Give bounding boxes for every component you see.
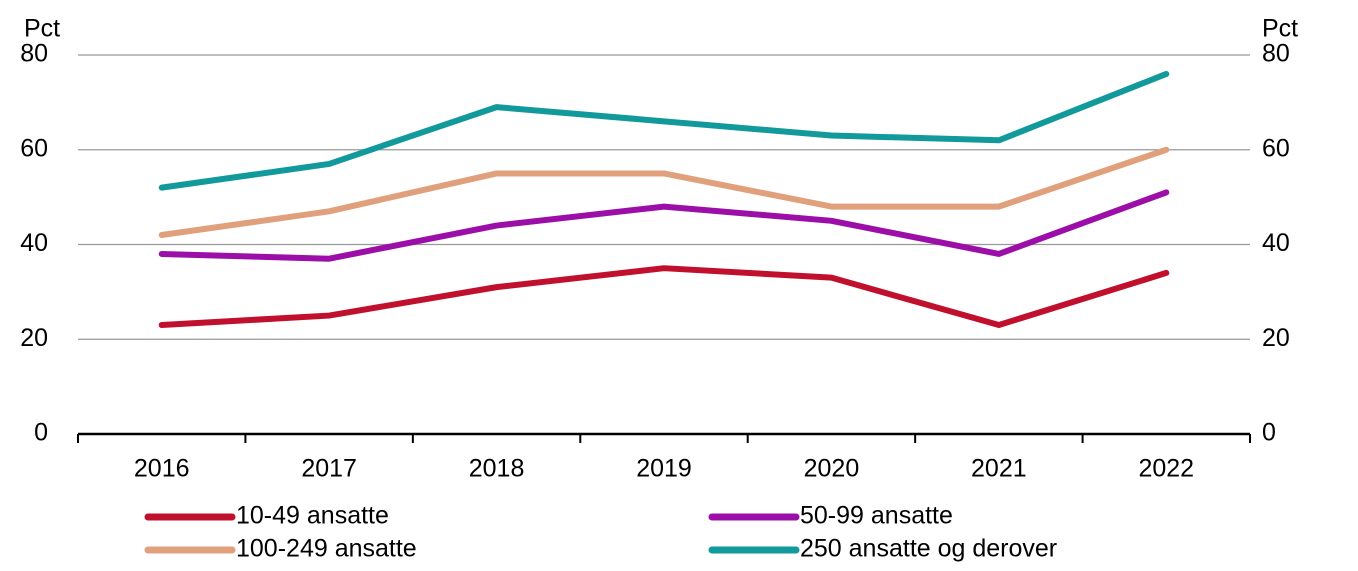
x-tick-label: 2022 bbox=[1138, 455, 1194, 483]
y2-tick-label: 40 bbox=[1262, 229, 1290, 257]
y2-axis-label: Pct bbox=[1262, 15, 1298, 43]
legend-label: 50-99 ansatte bbox=[800, 502, 953, 530]
legend-label: 100-249 ansatte bbox=[236, 535, 417, 563]
y-tick-label: 80 bbox=[20, 40, 48, 68]
x-tick-label: 2016 bbox=[134, 455, 190, 483]
y-tick-label: 0 bbox=[34, 419, 48, 447]
x-tick-label: 2019 bbox=[636, 455, 692, 483]
legend-label: 250 ansatte og derover bbox=[800, 535, 1057, 563]
y-tick-label: 20 bbox=[20, 324, 48, 352]
y2-tick-label: 60 bbox=[1262, 134, 1290, 162]
series-line bbox=[158, 265, 1170, 329]
x-tick-label: 2018 bbox=[469, 455, 525, 483]
y-tick-label: 40 bbox=[20, 229, 48, 257]
legend-label: 10-49 ansatte bbox=[236, 502, 389, 530]
y-tick-label: 60 bbox=[20, 134, 48, 162]
y-axis-label: Pct bbox=[24, 15, 60, 43]
y2-tick-label: 20 bbox=[1262, 324, 1290, 352]
y2-tick-label: 0 bbox=[1262, 419, 1276, 447]
y2-tick-label: 80 bbox=[1262, 40, 1290, 68]
x-tick-label: 2021 bbox=[971, 455, 1027, 483]
x-tick-label: 2017 bbox=[301, 455, 357, 483]
x-tick-label: 2020 bbox=[804, 455, 860, 483]
series-line bbox=[158, 70, 1170, 191]
series-line bbox=[158, 189, 1170, 262]
series-line bbox=[158, 146, 1170, 239]
